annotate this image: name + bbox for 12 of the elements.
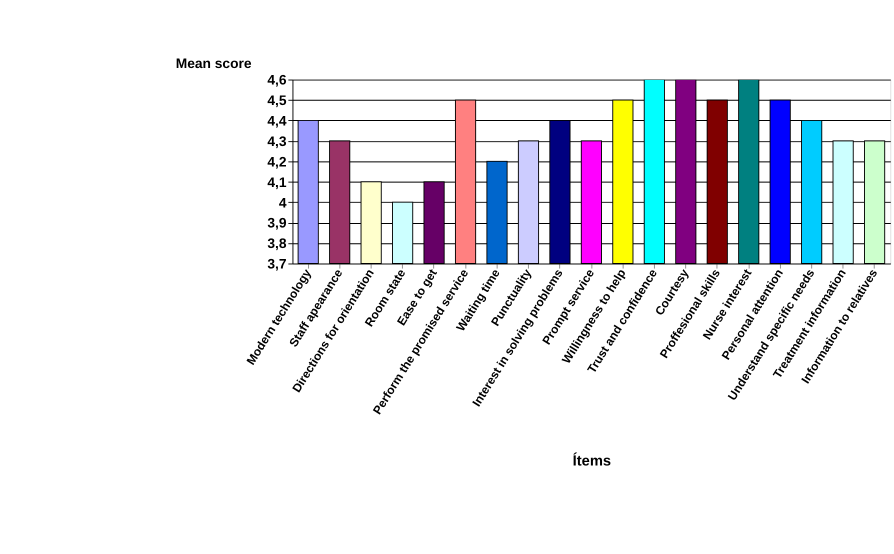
y-tick-label: 4,1 (267, 174, 287, 190)
y-tick-label: 3,9 (267, 216, 287, 231)
y-tick-label: 4,3 (267, 134, 287, 149)
y-tick-label: 4,6 (267, 72, 287, 88)
y-tick-label: 4,4 (267, 114, 287, 128)
y-tick-label: 3,7 (267, 256, 287, 272)
y-tick-label: 3,8 (267, 236, 287, 252)
y-tick-label: 4,2 (267, 154, 287, 170)
y-tick-label: 4,5 (267, 93, 287, 108)
y-tick-label: 4 (278, 195, 287, 210)
y-axis-title: Mean score (176, 56, 252, 72)
x-axis-title: Ítems (572, 452, 612, 470)
